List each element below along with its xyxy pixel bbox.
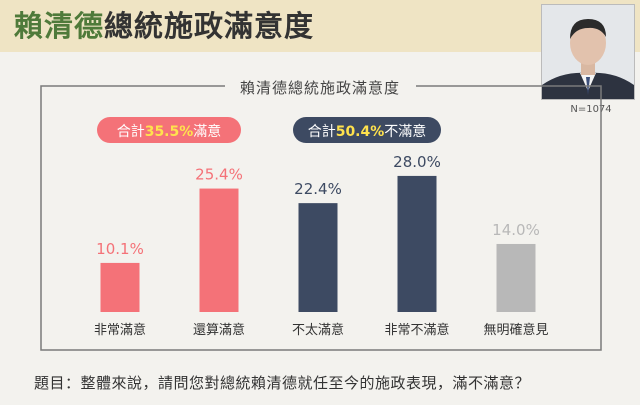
total-dissatisfied-suffix: 不滿意 xyxy=(384,123,426,140)
bar-2 xyxy=(298,203,338,312)
chart-title-backdrop xyxy=(225,76,416,98)
total-dissatisfied-pill xyxy=(293,117,441,143)
total-dissatisfied-prefix: 合計 xyxy=(308,124,336,140)
category-label-0: 非常滿意 xyxy=(94,322,146,338)
total-satisfied-badge: 合計35.5%滿意 xyxy=(97,117,241,143)
chart-title: 賴清德總統施政滿意度 xyxy=(240,79,400,97)
category-label-4: 無明確意見 xyxy=(483,322,548,338)
page-title: 賴清德總統施政滿意度 xyxy=(14,6,314,46)
sample-size: N=1074 xyxy=(570,104,612,115)
category-label-3: 非常不滿意 xyxy=(384,322,449,338)
bar-value-label-0: 10.1% xyxy=(96,240,144,258)
category-label-2: 不太滿意 xyxy=(292,322,344,338)
category-label-1: 還算滿意 xyxy=(193,322,245,338)
total-satisfied-value: 35.5% xyxy=(145,124,194,140)
total-satisfied-suffix: 滿意 xyxy=(193,123,221,140)
bar-value-label-4: 14.0% xyxy=(492,221,540,239)
bar-4 xyxy=(496,243,536,312)
total-satisfied-prefix: 合計 xyxy=(117,124,145,140)
header-banner: 賴清德總統施政滿意度 xyxy=(0,0,640,52)
chart: 賴清德總統施政滿意度 合計35.5%滿意 合計50.4%不滿意 10.1%非常滿… xyxy=(40,76,602,351)
title-rest: 總統施政滿意度 xyxy=(104,9,315,43)
question-text: 題目：整體來說，請問您對總統賴清德就任至今的施政表現，滿不滿意？ xyxy=(34,374,531,392)
total-dissatisfied-value: 50.4% xyxy=(336,124,385,140)
bar-value-label-1: 25.4% xyxy=(195,166,243,184)
bar-3 xyxy=(397,175,437,312)
bar-1 xyxy=(199,188,239,312)
title-name: 賴清德 xyxy=(14,9,105,43)
bar-0 xyxy=(100,262,140,312)
total-satisfied-text: 合計35.5%滿意 xyxy=(117,123,222,140)
total-dissatisfied-badge: 合計50.4%不滿意 xyxy=(293,117,441,143)
bar-value-label-2: 22.4% xyxy=(294,180,342,198)
total-dissatisfied-text: 合計50.4%不滿意 xyxy=(308,123,427,140)
total-satisfied-pill xyxy=(97,117,241,143)
bars: 10.1% 非常滿意 25.4% 還算滿意 22.4% 不太滿意 28.0% 非常不滿意 14.… xyxy=(94,153,549,338)
bar-value-label-3: 28.0% xyxy=(393,153,441,171)
